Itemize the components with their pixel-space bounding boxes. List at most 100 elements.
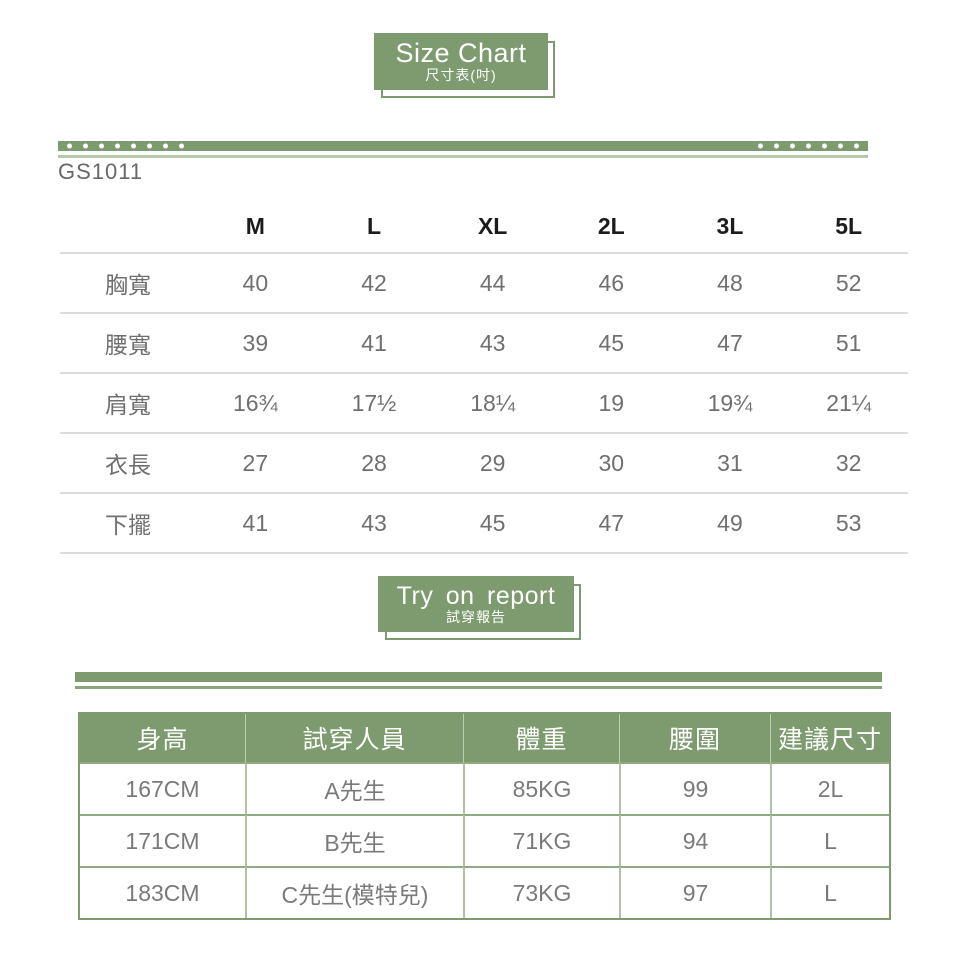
divider-dot (758, 143, 763, 149)
size-value-cell: 17½ (314, 374, 434, 434)
size-value-cell: 48 (670, 254, 790, 314)
size-table-row: 腰寬 39 41 43 45 47 51 (60, 314, 908, 374)
tryon-col-header: 體重 (463, 714, 619, 762)
size-value-cell: 46 (551, 254, 671, 314)
tryon-table-row: 183CM C先生(模特兒) 73KG 97 L (80, 866, 889, 918)
size-value-cell: 19 (551, 374, 671, 434)
tryon-cell: A先生 (245, 762, 463, 814)
size-row-label: 下擺 (60, 494, 196, 554)
tryon-cell: 97 (619, 866, 770, 918)
size-table-row: 肩寬 16¾ 17½ 18¼ 19 19¾ 21¼ (60, 374, 908, 434)
size-col-header: M (196, 200, 315, 254)
size-value-cell: 39 (196, 314, 315, 374)
size-table-row: 胸寬 40 42 44 46 48 52 (60, 254, 908, 314)
divider-dot (822, 143, 827, 149)
size-value-cell: 44 (433, 254, 552, 314)
tryon-cell: L (770, 814, 889, 866)
size-value-cell: 40 (196, 254, 315, 314)
size-value-cell: 41 (196, 494, 315, 554)
size-value-cell: 21¼ (789, 374, 908, 434)
size-value-cell: 52 (789, 254, 908, 314)
divider-dot (99, 143, 104, 149)
tryon-cell: C先生(模特兒) (245, 866, 463, 918)
size-col-header: 2L (551, 200, 671, 254)
size-col-header: 3L (670, 200, 790, 254)
size-value-cell: 32 (789, 434, 908, 494)
tryon-cell: 171CM (80, 814, 245, 866)
product-code: GS1011 (58, 159, 144, 184)
size-table-header-row: M L XL 2L 3L 5L (60, 200, 908, 254)
tryon-cell: L (770, 866, 889, 918)
tryon-cell: 2L (770, 762, 889, 814)
divider-dot (806, 143, 811, 149)
divider-dot (774, 143, 779, 149)
size-chart-badge-face: Size Chart 尺寸表(吋) (374, 33, 548, 90)
size-chart-badge: Size Chart 尺寸表(吋) (374, 33, 555, 98)
tryon-header-row: 身高 試穿人員 體重 腰圍 建議尺寸 (80, 714, 889, 762)
divider-dot (83, 143, 88, 149)
size-value-cell: 53 (789, 494, 908, 554)
tryon-cell: B先生 (245, 814, 463, 866)
top-divider-bar (58, 141, 868, 151)
size-value-cell: 18¼ (433, 374, 552, 434)
tryon-cell: 99 (619, 762, 770, 814)
bottom-divider-bar (75, 672, 882, 682)
size-value-cell: 31 (670, 434, 790, 494)
size-value-cell: 45 (551, 314, 671, 374)
tryon-col-header: 試穿人員 (245, 714, 463, 762)
size-value-cell: 43 (314, 494, 434, 554)
try-on-report-badge: Try on report 試穿報告 (378, 576, 581, 640)
tryon-col-header: 身高 (80, 714, 245, 762)
try-on-report-subtitle: 試穿報告 (446, 608, 506, 625)
divider-dot (838, 143, 843, 149)
top-divider-line (58, 155, 868, 158)
top-divider-dots-right (758, 143, 859, 149)
size-chart-subtitle: 尺寸表(吋) (425, 67, 497, 84)
size-row-label: 衣長 (60, 434, 196, 494)
try-on-report-badge-face: Try on report 試穿報告 (378, 576, 574, 632)
divider-dot (147, 143, 152, 149)
size-table: M L XL 2L 3L 5L 胸寬 40 42 44 46 48 52 腰寬 39 41 43 45 47 51 肩寬… (60, 200, 908, 554)
tryon-table-row: 167CM A先生 85KG 99 2L (80, 762, 889, 814)
size-col-header: L (314, 200, 434, 254)
tryon-cell: 94 (619, 814, 770, 866)
tryon-cell: 183CM (80, 866, 245, 918)
tryon-col-header: 建議尺寸 (770, 714, 889, 762)
size-corner-cell (60, 200, 196, 254)
size-value-cell: 27 (196, 434, 315, 494)
divider-dot (790, 143, 795, 149)
size-table-row: 下擺 41 43 45 47 49 53 (60, 494, 908, 554)
top-divider-dots-left (67, 143, 184, 149)
size-value-cell: 41 (314, 314, 434, 374)
size-value-cell: 30 (551, 434, 671, 494)
divider-dot (163, 143, 168, 149)
size-row-label: 肩寬 (60, 374, 196, 434)
size-table-row: 衣長 27 28 29 30 31 32 (60, 434, 908, 494)
size-value-cell: 29 (433, 434, 552, 494)
size-col-header: 5L (789, 200, 908, 254)
tryon-col-header: 腰圍 (619, 714, 770, 762)
size-value-cell: 45 (433, 494, 552, 554)
tryon-cell: 73KG (463, 866, 619, 918)
size-value-cell: 42 (314, 254, 434, 314)
size-row-label: 胸寬 (60, 254, 196, 314)
size-value-cell: 43 (433, 314, 552, 374)
bottom-divider-line (75, 686, 882, 689)
size-value-cell: 28 (314, 434, 434, 494)
size-value-cell: 19¾ (670, 374, 790, 434)
divider-dot (179, 143, 184, 149)
size-chart-title: Size Chart (395, 38, 527, 69)
size-value-cell: 16¾ (196, 374, 315, 434)
size-col-header: XL (433, 200, 552, 254)
size-value-cell: 47 (670, 314, 790, 374)
tryon-cell: 85KG (463, 762, 619, 814)
tryon-cell: 71KG (463, 814, 619, 866)
tryon-cell: 167CM (80, 762, 245, 814)
tryon-table-row: 171CM B先生 71KG 94 L (80, 814, 889, 866)
size-row-label: 腰寬 (60, 314, 196, 374)
divider-dot (854, 143, 859, 149)
divider-dot (115, 143, 120, 149)
size-value-cell: 47 (551, 494, 671, 554)
divider-dot (67, 143, 72, 149)
